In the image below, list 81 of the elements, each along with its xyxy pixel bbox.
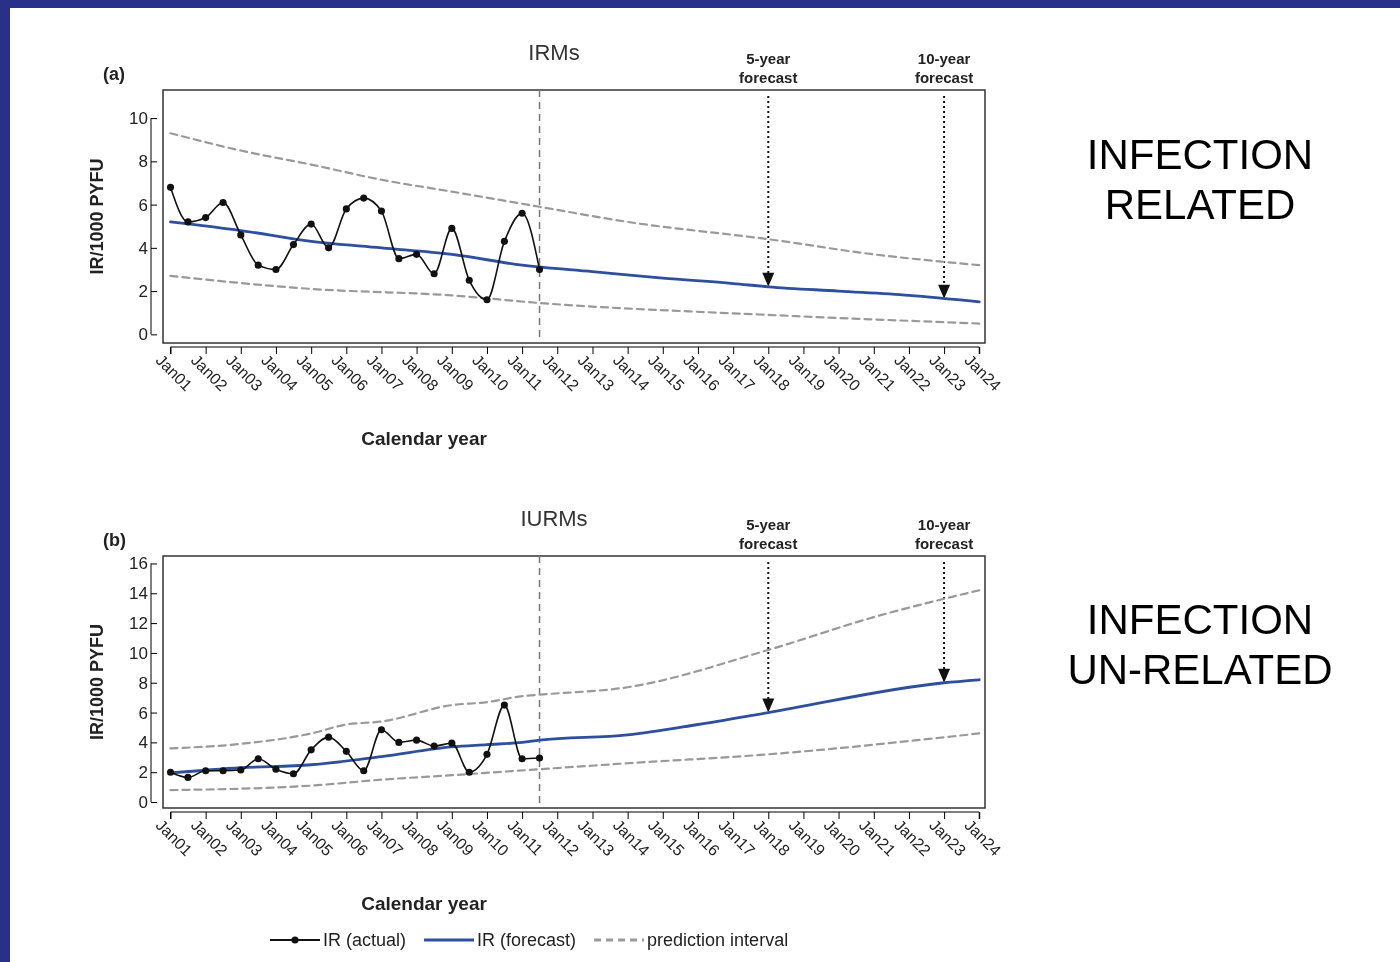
point (307, 746, 315, 754)
point (272, 265, 280, 274)
point (202, 767, 210, 775)
point (289, 241, 298, 249)
y-tick-label: 4 (138, 733, 148, 753)
y-tick-label: 6 (138, 703, 148, 723)
y-tick-label: 2 (138, 763, 148, 783)
point (395, 255, 403, 263)
line-series (169, 220, 981, 304)
point (219, 198, 227, 207)
line-series (169, 132, 981, 267)
point (377, 726, 386, 734)
y-axis-title: IR/1000 PYFU (87, 623, 107, 741)
point (500, 701, 508, 709)
chart-title: IRMs (528, 40, 580, 65)
x-axis-title: Calendar year (361, 893, 488, 914)
point (448, 739, 456, 747)
y-tick-label: 10 (129, 109, 148, 129)
point (413, 250, 421, 258)
point (237, 766, 245, 774)
point (254, 755, 262, 763)
legend-label: IR (actual) (323, 930, 407, 950)
point (395, 738, 403, 746)
point (535, 754, 544, 762)
point (360, 194, 368, 202)
text: INFECTION UN-RELATED (1067, 596, 1333, 693)
point (448, 224, 456, 232)
point (325, 244, 333, 252)
point (219, 767, 227, 775)
y-tick-label: 0 (138, 792, 148, 812)
ref-line-label: 10-year forecast (914, 50, 974, 86)
point (202, 214, 210, 222)
line-series (169, 732, 981, 792)
point (518, 755, 526, 763)
ref-line-label: 5-year forecast (739, 516, 798, 552)
point (325, 733, 333, 741)
chart-title: IURMs (520, 506, 588, 531)
point (342, 205, 350, 213)
point (184, 218, 192, 226)
y-tick-label: 2 (138, 282, 148, 302)
point (535, 265, 544, 274)
point (184, 773, 192, 781)
point (360, 767, 368, 775)
y-tick-label: 16 (129, 554, 148, 574)
point (413, 736, 421, 744)
point (465, 276, 473, 284)
ref-line-label: 10-year forecast (914, 516, 974, 552)
point (377, 207, 386, 215)
point (237, 231, 245, 239)
point (500, 237, 508, 245)
point (166, 183, 175, 191)
text: INFECTION RELATED (1086, 130, 1314, 228)
point (483, 296, 491, 304)
text: (a) (103, 64, 125, 84)
point (518, 209, 526, 217)
y-tick-label: 4 (138, 238, 148, 258)
y-tick-label: 8 (138, 673, 148, 693)
line-series (169, 589, 981, 750)
ref-line-label: 5-year forecast (739, 50, 798, 86)
x-axis-title: Calendar year (361, 428, 488, 449)
y-tick-label: 0 (138, 325, 148, 345)
y-tick-label: 10 (129, 643, 148, 663)
point (289, 770, 298, 778)
line-series (169, 274, 981, 325)
y-tick-label: 8 (138, 152, 148, 172)
point (166, 768, 175, 776)
y-tick-label: 14 (129, 584, 148, 604)
point (465, 768, 473, 776)
y-tick-label: 6 (138, 195, 148, 215)
point (342, 747, 350, 755)
text: (b) (103, 530, 126, 550)
point (272, 765, 280, 773)
point (254, 261, 262, 269)
y-axis-title: IR/1000 PYFU (87, 158, 107, 275)
point (430, 270, 438, 278)
point (430, 742, 438, 750)
legend-label: IR (forecast) (477, 930, 577, 950)
point (483, 750, 491, 758)
legend-label: prediction interval (647, 930, 789, 950)
point (307, 220, 315, 228)
y-tick-label: 12 (129, 614, 148, 634)
